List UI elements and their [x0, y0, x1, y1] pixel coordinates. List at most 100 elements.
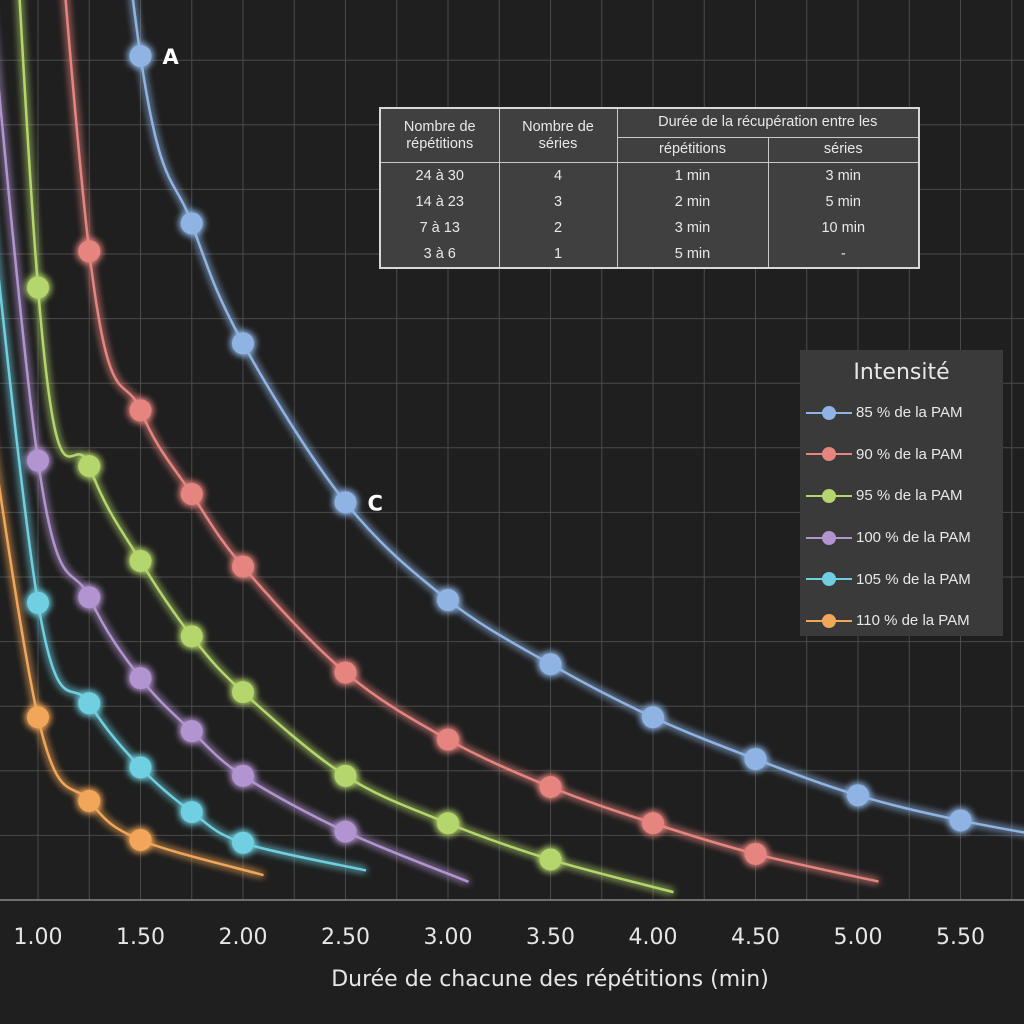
header-repetitions: Nombre de répétitions	[379, 107, 500, 163]
legend: Intensité 85 % de la PAM 90 % de la PAM 95…	[800, 350, 1003, 636]
data-point	[744, 748, 767, 771]
series-line	[0, 88, 469, 883]
legend-swatch-icon	[806, 572, 852, 587]
legend-label: 85 % de la PAM	[856, 404, 963, 422]
header-recovery-series: séries	[767, 136, 920, 164]
series-3	[18, 0, 674, 894]
cell-repetitions: 3 à 6	[379, 241, 500, 268]
legend-label: 90 % de la PAM	[856, 445, 963, 463]
data-point	[129, 399, 152, 422]
table-row: 3 à 6 1 5 min -	[379, 241, 920, 268]
cell-series: 1	[498, 241, 618, 268]
x-tick-label: 3.50	[526, 925, 575, 950]
data-point	[78, 789, 101, 812]
cell-series: 2	[498, 215, 618, 241]
legend-label: 110 % de la PAM	[856, 612, 970, 630]
header-series: Nombre de séries	[498, 107, 618, 163]
x-tick-label: 1.50	[116, 925, 165, 950]
x-tick-label: 2.50	[321, 925, 370, 950]
data-point	[78, 586, 101, 609]
legend-swatch-icon	[806, 530, 852, 545]
x-tick-label: 4.00	[629, 925, 678, 950]
legend-entry: 105 % de la PAM	[800, 558, 1003, 600]
table-row: 14 à 23 3 2 min 5 min	[379, 189, 920, 215]
legend-entry: 85 % de la PAM	[800, 392, 1003, 434]
legend-entry: 95 % de la PAM	[800, 475, 1003, 517]
data-point	[129, 667, 152, 690]
annotations: AC	[163, 45, 383, 515]
data-point	[180, 625, 203, 648]
x-axis-title: Durée de chacune des répétitions (min)	[331, 967, 769, 992]
cell-recovery-series: 5 min	[767, 189, 920, 215]
data-point	[129, 549, 152, 572]
data-point	[180, 483, 203, 506]
series-line	[0, 483, 264, 877]
data-point	[27, 449, 49, 472]
legend-swatch-icon	[806, 488, 852, 503]
series-6	[0, 483, 264, 877]
data-point	[642, 706, 664, 729]
series-5	[0, 278, 367, 872]
header-recovery: Durée de la récupération entre les	[616, 107, 920, 138]
legend-swatch-icon	[806, 405, 852, 420]
legend-label: 105 % de la PAM	[856, 570, 971, 588]
info-table: Nombre de répétitions Nombre de séries D…	[379, 107, 920, 269]
data-point	[129, 756, 152, 779]
data-point	[180, 212, 203, 235]
series-line	[0, 278, 367, 872]
cell-recovery-repetitions: 1 min	[616, 162, 769, 189]
cell-recovery-series: 3 min	[767, 162, 920, 189]
legend-entry: 90 % de la PAM	[800, 434, 1003, 476]
data-point	[78, 455, 101, 478]
data-point	[129, 45, 152, 67]
cell-recovery-series: 10 min	[767, 215, 920, 241]
table-row: 24 à 30 4 1 min 3 min	[379, 162, 920, 189]
legend-swatch-icon	[806, 613, 852, 628]
x-tick-label: 5.00	[834, 925, 883, 950]
point-annotation: A	[163, 45, 180, 69]
data-point	[27, 276, 49, 299]
data-point	[78, 240, 101, 263]
series-layer	[0, 0, 1024, 894]
legend-entry: 110 % de la PAM	[800, 600, 1003, 642]
cell-recovery-series: -	[767, 241, 920, 268]
data-point	[78, 692, 101, 715]
data-point	[437, 589, 459, 612]
cell-repetitions: 14 à 23	[379, 189, 500, 215]
data-point	[232, 681, 254, 704]
data-point	[334, 661, 357, 684]
x-axis-ticks: 1.00 1.50 2.00 2.50 3.00 3.50 4.00 4.50 5.00 5.50	[14, 925, 985, 950]
data-point	[129, 828, 152, 851]
data-point	[27, 706, 49, 729]
data-point	[180, 801, 203, 824]
data-point	[232, 831, 254, 854]
data-point	[437, 728, 459, 751]
series-4	[0, 88, 469, 883]
cell-recovery-repetitions: 3 min	[616, 215, 769, 241]
x-tick-label: 4.50	[731, 925, 780, 950]
data-point	[232, 332, 254, 355]
data-point	[232, 555, 254, 578]
cell-recovery-repetitions: 5 min	[616, 241, 769, 268]
x-tick-label: 3.00	[424, 925, 473, 950]
data-point	[334, 764, 357, 787]
data-point	[232, 764, 254, 787]
point-annotation: C	[368, 491, 383, 515]
data-point	[334, 820, 357, 843]
data-point	[539, 653, 562, 676]
legend-entry: 100 % de la PAM	[800, 517, 1003, 559]
legend-title: Intensité	[853, 360, 950, 385]
data-point	[949, 809, 972, 832]
cell-repetitions: 7 à 13	[379, 215, 500, 241]
series-1	[129, 0, 1024, 834]
legend-swatch-icon	[806, 447, 852, 462]
data-point	[27, 591, 49, 614]
data-point	[539, 775, 562, 798]
data-point	[437, 812, 459, 835]
cell-series: 3	[498, 189, 618, 215]
table-row: 7 à 13 2 3 min 10 min	[379, 215, 920, 241]
cell-repetitions: 24 à 30	[379, 162, 500, 189]
header-recovery-repetitions: répétitions	[616, 136, 769, 164]
legend-label: 100 % de la PAM	[856, 529, 971, 547]
